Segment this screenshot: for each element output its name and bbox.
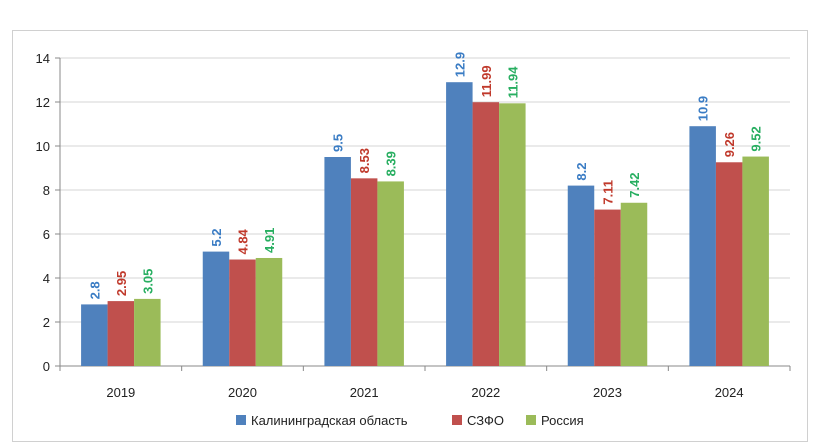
bar [742, 156, 769, 366]
data-label: 9.52 [749, 126, 764, 151]
bar [377, 181, 404, 366]
data-label: 11.94 [505, 66, 520, 99]
legend-label: Калининградская область [251, 413, 408, 428]
data-label: 9.26 [722, 132, 737, 157]
data-label: 2.95 [114, 271, 129, 296]
y-tick-label: 10 [36, 139, 50, 154]
bar [689, 126, 716, 366]
bar [446, 82, 473, 366]
x-tick-label: 2021 [350, 385, 379, 400]
bar [472, 102, 500, 366]
legend-swatch [236, 415, 246, 425]
bar [255, 257, 283, 366]
bar [202, 251, 230, 366]
legend-label: СЗФО [467, 413, 504, 428]
data-label: 2.8 [87, 281, 102, 299]
y-tick-label: 4 [43, 271, 50, 286]
x-tick-label: 2023 [593, 385, 622, 400]
y-tick-label: 6 [43, 227, 50, 242]
data-label: 11.99 [479, 65, 494, 97]
data-label: 4.91 [262, 228, 277, 253]
y-tick-label: 2 [43, 315, 50, 330]
data-label: 12.9 [452, 52, 467, 77]
y-tick-label: 8 [43, 183, 50, 198]
bar [594, 209, 621, 366]
bar [715, 162, 743, 366]
chart-frame [12, 30, 808, 442]
bar [620, 202, 648, 366]
data-label: 3.05 [140, 269, 155, 294]
data-label: 10.9 [696, 96, 711, 121]
y-tick-label: 12 [36, 95, 50, 110]
data-label: 7.11 [601, 180, 616, 205]
x-tick-label: 2019 [106, 385, 135, 400]
x-tick-label: 2022 [471, 385, 500, 400]
data-label: 4.84 [236, 228, 251, 254]
data-label: 7.42 [627, 172, 642, 197]
data-label: 5.2 [209, 229, 224, 247]
bar [499, 103, 526, 366]
y-tick-label: 0 [43, 359, 50, 374]
legend-label: Россия [541, 413, 584, 428]
data-label: 9.5 [331, 134, 346, 152]
bar [107, 301, 135, 366]
y-tick-label: 14 [36, 51, 50, 66]
legend-swatch [452, 415, 462, 425]
data-label: 8.53 [357, 148, 372, 173]
data-label: 8.2 [574, 163, 589, 181]
data-label: 8.39 [384, 151, 399, 176]
legend-swatch [526, 415, 536, 425]
bar [324, 157, 351, 366]
bar [229, 259, 256, 366]
x-tick-label: 2020 [228, 385, 257, 400]
bar [81, 304, 108, 366]
bar [350, 178, 378, 366]
bar [134, 298, 161, 366]
bar [567, 185, 595, 366]
x-tick-label: 2024 [715, 385, 744, 400]
